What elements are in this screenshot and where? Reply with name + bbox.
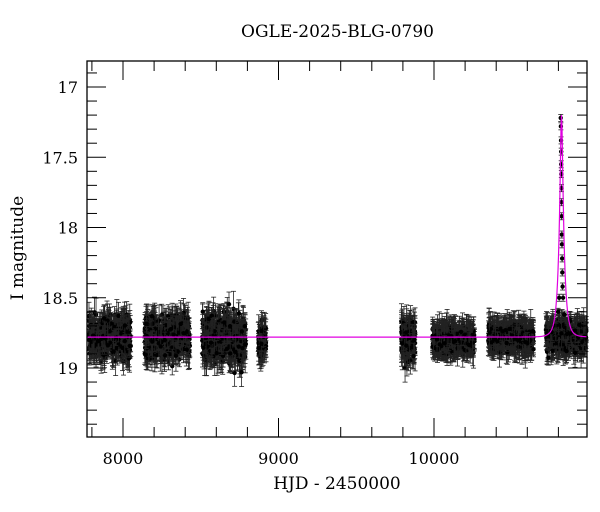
- x-axis-label: HJD - 2450000: [87, 474, 587, 494]
- data-points: [86, 113, 589, 387]
- axis-ticks: [87, 61, 587, 437]
- model-curve: [87, 115, 588, 338]
- chart-title: OGLE-2025-BLG-0790: [0, 22, 600, 42]
- plot-frame: [86, 60, 588, 438]
